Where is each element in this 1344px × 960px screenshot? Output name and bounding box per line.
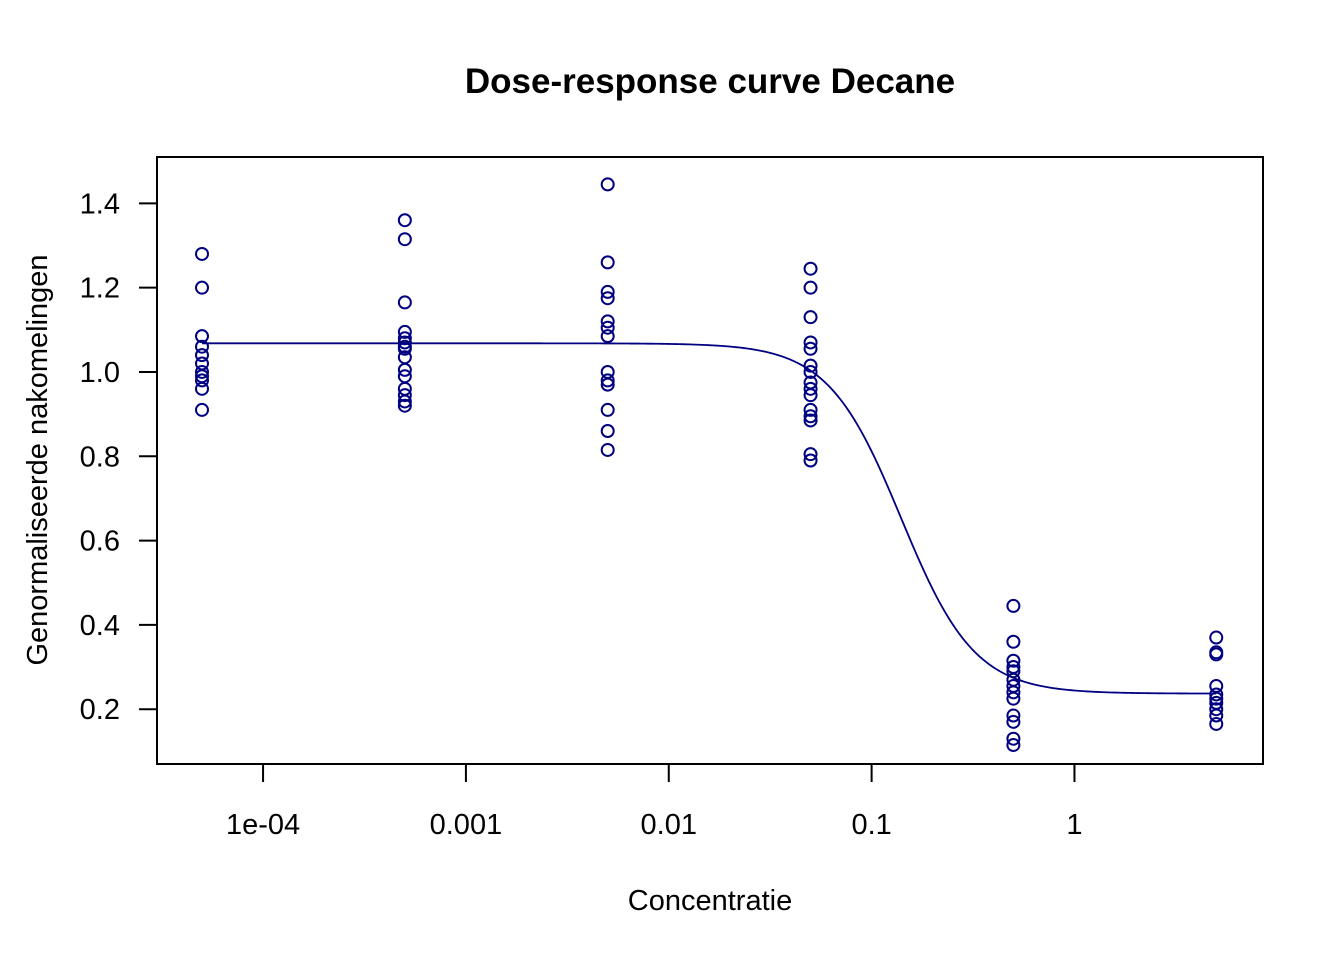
data-point	[195, 348, 210, 363]
data-point	[803, 388, 818, 403]
y-tick-label: 0.6	[80, 526, 120, 558]
data-point	[803, 335, 818, 350]
data-point	[397, 362, 412, 377]
data-point	[1209, 708, 1224, 723]
x-tick-label: 1e-04	[226, 809, 300, 841]
data-point	[1209, 702, 1224, 717]
data-points	[195, 177, 1224, 753]
data-point	[195, 329, 210, 344]
data-point	[803, 402, 818, 417]
data-point	[397, 341, 412, 356]
x-tick-label: 0.001	[430, 809, 503, 841]
data-point	[600, 329, 615, 344]
x-tick-label: 0.01	[641, 809, 697, 841]
y-axis: 0.2 0.4 0.6 0.8 1.0 1.2 1.4	[80, 188, 157, 726]
data-point	[195, 280, 210, 295]
data-point	[397, 394, 412, 409]
data-point	[803, 341, 818, 356]
x-axis: 1e-04 0.001 0.01 0.1 1	[226, 764, 1083, 841]
data-point	[600, 291, 615, 306]
data-point	[803, 453, 818, 468]
x-axis-label: Concentratie	[628, 885, 792, 917]
data-point	[1006, 685, 1021, 700]
data-point	[195, 339, 210, 354]
data-point	[600, 423, 615, 438]
data-point	[195, 246, 210, 261]
data-point	[1006, 738, 1021, 753]
data-point	[1006, 598, 1021, 613]
x-tick-label: 0.1	[851, 809, 891, 841]
data-point	[195, 381, 210, 396]
y-tick-label: 0.4	[80, 610, 120, 642]
data-point	[1209, 687, 1224, 702]
y-axis-label: Genormaliseerde nakomelingen	[22, 254, 54, 665]
data-point	[803, 364, 818, 379]
data-point	[397, 324, 412, 339]
data-point	[803, 280, 818, 295]
data-point	[1006, 714, 1021, 729]
y-tick-label: 1.0	[80, 357, 120, 389]
data-point	[600, 373, 615, 388]
data-point	[600, 377, 615, 392]
data-point	[803, 310, 818, 325]
data-point	[1209, 716, 1224, 731]
data-point	[397, 331, 412, 346]
data-point	[1006, 653, 1021, 668]
data-point	[803, 381, 818, 396]
y-tick-label: 0.2	[80, 694, 120, 726]
data-point	[600, 255, 615, 270]
data-point	[803, 358, 818, 373]
data-point	[600, 320, 615, 335]
data-point	[600, 314, 615, 329]
y-tick-label: 0.8	[80, 441, 120, 473]
data-point	[600, 402, 615, 417]
data-point	[397, 388, 412, 403]
data-point	[600, 177, 615, 192]
data-point	[397, 213, 412, 228]
fit-curve	[202, 342, 1217, 695]
data-point	[1209, 647, 1224, 662]
data-point	[397, 295, 412, 310]
data-point	[397, 398, 412, 413]
data-point	[397, 335, 412, 350]
data-point	[600, 284, 615, 299]
data-point	[195, 364, 210, 379]
x-tick-label: 1	[1066, 809, 1082, 841]
data-point	[1006, 731, 1021, 746]
plot-frame	[156, 156, 1264, 765]
data-point	[803, 447, 818, 462]
data-point	[1006, 634, 1021, 649]
y-tick-label: 1.2	[80, 273, 120, 305]
data-point	[803, 261, 818, 276]
chart-title: Dose-response curve Decane	[465, 62, 955, 101]
data-point	[1209, 691, 1224, 706]
data-point	[803, 413, 818, 428]
data-point	[1209, 630, 1224, 645]
data-point	[195, 402, 210, 417]
data-point	[397, 232, 412, 247]
y-tick-label: 1.4	[80, 188, 120, 220]
data-point	[1006, 664, 1021, 679]
data-point	[1006, 691, 1021, 706]
data-point	[195, 373, 210, 388]
data-point	[803, 409, 818, 424]
data-point	[1006, 708, 1021, 723]
data-point	[600, 442, 615, 457]
